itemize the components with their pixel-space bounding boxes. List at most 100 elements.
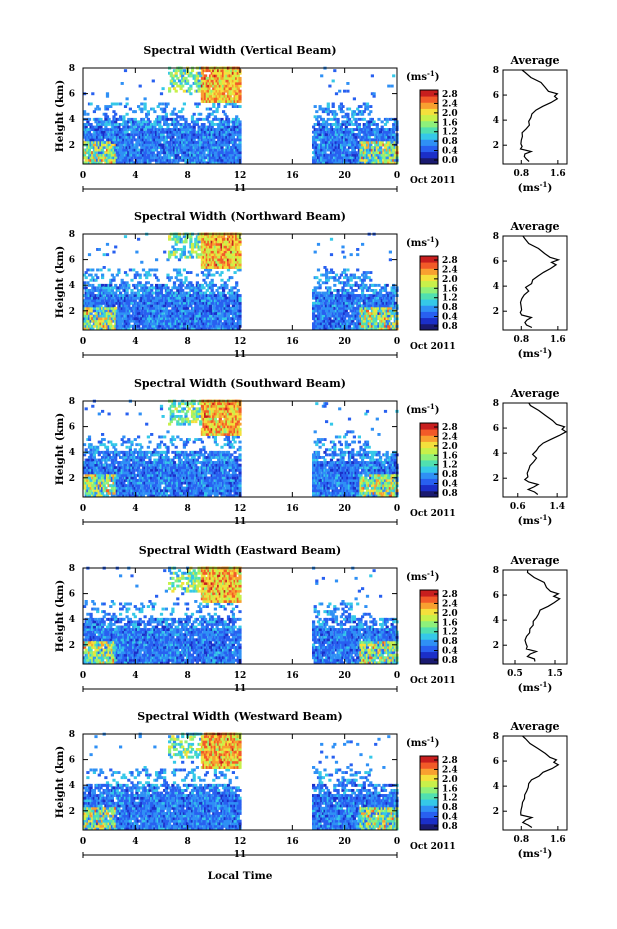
heatmap-cell — [325, 110, 329, 114]
heatmap-cell — [94, 319, 98, 323]
heatmap-cell — [223, 286, 227, 290]
heatmap-cell — [213, 260, 217, 264]
heatmap-cell — [347, 296, 352, 300]
heatmap-cell — [91, 299, 95, 303]
heatmap-cell — [387, 84, 391, 88]
heatmap-cell — [174, 69, 178, 73]
heatmap-cell — [161, 146, 165, 149]
heatmap-cell — [112, 294, 116, 297]
heatmap-cell — [318, 306, 322, 310]
heatmap-cell — [112, 148, 116, 152]
heatmap-cell — [194, 242, 198, 246]
heatmap-cell — [380, 153, 384, 157]
heatmap-cell — [137, 105, 141, 108]
heatmap-cell — [102, 289, 106, 292]
heatmap-cell — [204, 263, 208, 267]
heatmap-cell — [199, 128, 203, 131]
heatmap-cell — [177, 79, 182, 83]
heatmap-cell — [223, 135, 227, 139]
heatmap-cell — [151, 324, 155, 328]
heatmap-cell — [195, 148, 199, 152]
heatmap-cell — [128, 319, 132, 323]
heatmap-cell — [177, 115, 182, 119]
heatmap-cell — [119, 322, 123, 326]
heatmap-cell — [169, 322, 173, 326]
heatmap-cell — [212, 250, 216, 254]
heatmap-cell — [158, 117, 162, 121]
heatmap-cell — [231, 291, 235, 295]
heatmap-cell — [195, 273, 199, 277]
heatmap-cell — [104, 151, 108, 155]
heatmap-cell — [199, 317, 203, 321]
heatmap-cell — [343, 135, 347, 139]
heatmap-cell — [181, 240, 185, 244]
heatmap-cell — [189, 125, 193, 129]
heatmap-cell — [315, 317, 319, 321]
heatmap-cell — [172, 253, 177, 257]
heatmap-cell — [312, 312, 316, 315]
heatmap-cell — [338, 148, 342, 152]
heatmap-cell — [115, 322, 119, 326]
heatmap-cell — [122, 309, 126, 313]
heatmap-cell — [204, 319, 208, 323]
heatmap-cell — [104, 105, 108, 108]
heatmap-cell — [172, 235, 177, 239]
heatmap-cell — [172, 301, 177, 305]
heatmap-cell — [315, 130, 319, 134]
heatmap-cell — [117, 327, 121, 331]
heatmap-cell — [133, 138, 137, 142]
heatmap-cell — [89, 324, 93, 328]
heatmap-cell — [181, 158, 185, 162]
heatmap-cell — [210, 327, 214, 331]
heatmap-cell — [94, 117, 98, 121]
heatmap-cell — [356, 158, 360, 162]
heatmap-cell — [230, 266, 234, 269]
heatmap-cell — [132, 123, 136, 126]
heatmap-cell — [187, 314, 191, 318]
heatmap-cell — [135, 306, 139, 310]
heatmap-cell — [194, 245, 198, 249]
heatmap-cell — [356, 112, 360, 116]
heatmap-cell — [225, 240, 229, 244]
heatmap-cell — [204, 79, 208, 83]
heatmap-cell — [112, 117, 116, 121]
heatmap-cell — [326, 278, 330, 282]
heatmap-cell — [236, 242, 240, 246]
heatmap-cell — [135, 151, 139, 155]
heatmap-cell — [199, 158, 203, 162]
heatmap-cell — [365, 105, 370, 108]
heatmap-cell — [333, 289, 337, 292]
heatmap-cell — [166, 276, 170, 280]
heatmap-cell — [96, 268, 100, 272]
heatmap-cell — [195, 291, 199, 295]
heatmap-cell — [190, 248, 195, 251]
heatmap-cell — [357, 143, 361, 147]
heatmap-cell — [333, 319, 337, 323]
heatmap-cell — [195, 317, 199, 321]
heatmap-cell — [163, 161, 167, 165]
heatmap-cell — [225, 102, 229, 106]
heatmap-cell — [176, 294, 180, 297]
heatmap-cell — [202, 135, 206, 139]
heatmap-cell — [236, 253, 240, 257]
heatmap-cell — [204, 317, 208, 321]
heatmap-cell — [213, 151, 217, 155]
heatmap-cell — [213, 301, 217, 305]
heatmap-cell — [218, 304, 222, 308]
heatmap-cell — [325, 146, 329, 149]
heatmap-cell — [329, 153, 334, 157]
heatmap-cell — [388, 156, 392, 160]
heatmap-cell — [204, 87, 208, 91]
heatmap-cell — [133, 291, 137, 295]
heatmap-cell — [349, 135, 353, 139]
heatmap-cell — [87, 253, 92, 257]
heatmap-cell — [177, 271, 182, 274]
heatmap-cell — [163, 299, 167, 303]
heatmap-cell — [151, 138, 155, 142]
heatmap-cell — [168, 301, 172, 305]
heatmap-cell — [84, 138, 88, 142]
heatmap-cell — [107, 289, 111, 292]
heatmap-cell — [231, 322, 235, 326]
heatmap-cell — [195, 324, 199, 328]
heatmap-cell — [125, 135, 129, 139]
